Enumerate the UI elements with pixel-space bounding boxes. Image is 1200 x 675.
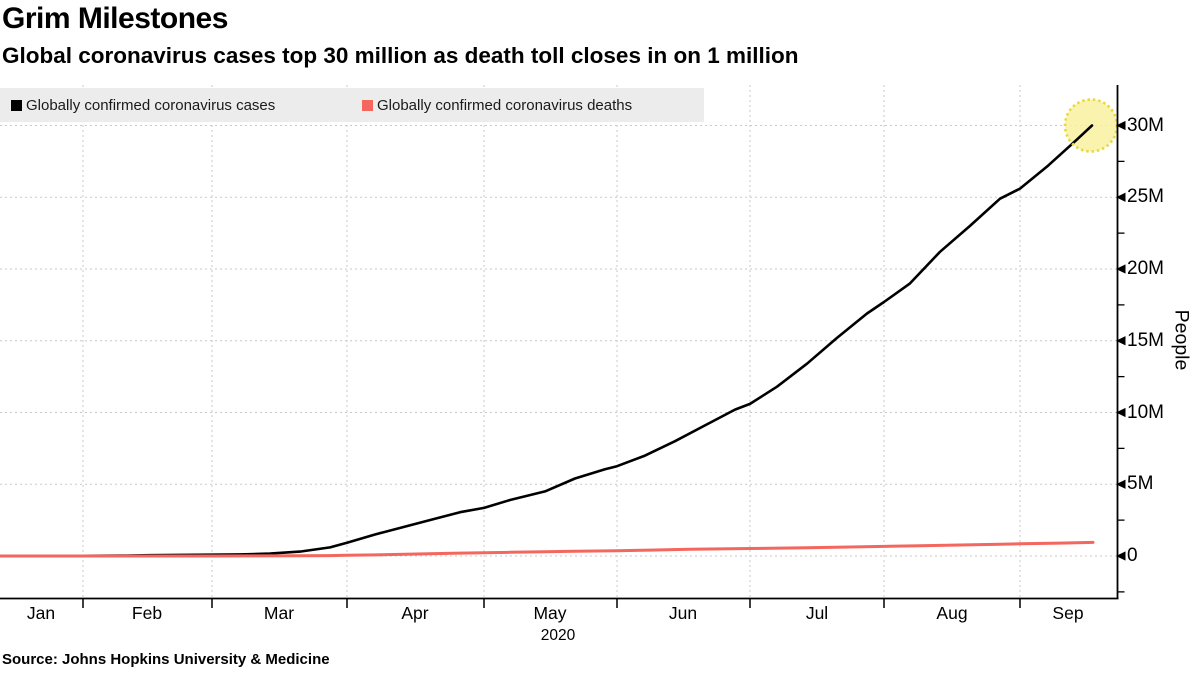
x-tick-label: Jun <box>668 603 698 623</box>
y-major-tick-arrow-icon <box>1116 192 1126 202</box>
x-tick-label: Jan <box>26 603 56 623</box>
y-major-tick-arrow-icon <box>1116 551 1126 561</box>
legend-label-deaths: Globally confirmed coronavirus deaths <box>377 96 633 114</box>
x-axis-year-label: 2020 <box>540 627 576 644</box>
source-credit: Source: Johns Hopkins University & Medic… <box>2 651 330 668</box>
x-tick-label: Apr <box>401 603 429 623</box>
y-tick-label: 20M <box>1127 258 1164 279</box>
series-line-deaths <box>0 540 1095 558</box>
y-tick-label: 15M <box>1127 329 1164 351</box>
y-major-tick-arrow-icon <box>1116 407 1126 418</box>
chart-legend: Globally confirmed coronavirus cases Glo… <box>0 88 704 122</box>
y-major-tick-arrow-icon <box>1116 336 1126 346</box>
x-tick-label: Jul <box>805 603 829 623</box>
legend-label-cases: Globally confirmed coronavirus cases <box>26 96 276 114</box>
y-major-tick-arrow-icon <box>1116 264 1126 274</box>
y-major-tick-arrow-icon <box>1116 120 1126 131</box>
x-tick-label: Mar <box>263 603 295 623</box>
chart-title: Grim Milestones <box>2 2 228 35</box>
y-axis-title: People <box>1170 309 1193 371</box>
x-tick-label: Aug <box>936 603 968 623</box>
x-tick-label: May <box>533 603 567 623</box>
y-tick-label: 5M <box>1127 473 1154 495</box>
chart-subtitle: Global coronavirus cases top 30 million … <box>2 43 799 68</box>
legend-swatch-deaths-icon <box>362 99 373 111</box>
y-tick-label: 30M <box>1127 114 1164 136</box>
y-tick-label: 25M <box>1127 186 1164 208</box>
y-tick-label: 0 <box>1127 545 1138 566</box>
legend-item-deaths: Globally confirmed coronavirus deaths <box>362 88 632 122</box>
legend-swatch-cases-icon <box>11 99 22 111</box>
y-major-tick-arrow-icon <box>1116 479 1126 489</box>
legend-item-cases: Globally confirmed coronavirus cases <box>11 88 275 122</box>
x-tick-label: Feb <box>131 603 163 623</box>
y-tick-label: 10M <box>1127 401 1164 423</box>
x-tick-label: Sep <box>1052 603 1084 623</box>
